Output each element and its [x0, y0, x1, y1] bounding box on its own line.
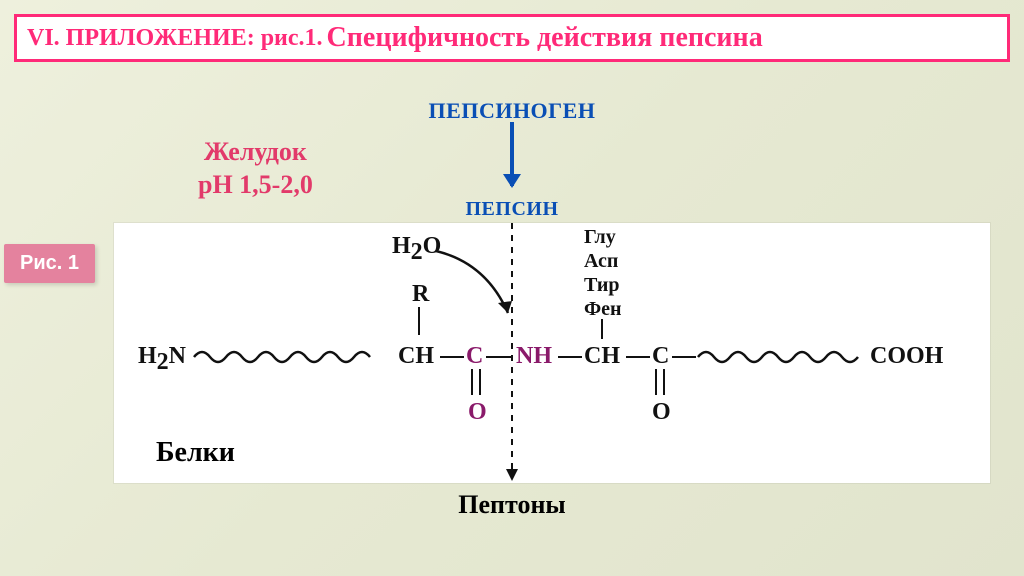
cleavage-arrowhead	[506, 469, 518, 481]
chemistry-panel: H2O R Глу Асп Тир Фен H2N CH C NH CH	[114, 223, 990, 483]
stomach-line2: рН 1,5-2,0	[198, 169, 313, 202]
right-terminus: COOH	[870, 343, 944, 369]
title-bar: VI. ПРИЛОЖЕНИЕ: рис.1. Специфичность дей…	[14, 14, 1010, 62]
ch1: CH	[398, 343, 434, 369]
h2o-arrow	[436, 251, 508, 313]
stomach-conditions: Желудок рН 1,5-2,0	[198, 136, 313, 201]
ch2: CH	[584, 343, 620, 369]
left-wavy	[194, 352, 370, 362]
c-carbonyl: C	[466, 343, 483, 369]
aa-phen: Фен	[584, 298, 622, 320]
h2o-label: H2O	[392, 233, 441, 265]
label-pepsinogen: ПЕПСИНОГЕН	[0, 98, 1024, 124]
aa-tir: Тир	[584, 274, 620, 296]
aa-asp: Асп	[584, 250, 618, 272]
left-terminus: H2N	[138, 343, 187, 375]
label-peptones: Пептоны	[0, 490, 1024, 520]
title-main: Специфичность действия пепсина	[327, 22, 763, 54]
chemistry-svg: H2O R Глу Асп Тир Фен H2N CH C NH CH	[114, 223, 990, 483]
label-proteins: Белки	[150, 435, 241, 471]
figure-badge: Рис. 1	[4, 244, 95, 283]
h2o-arrowhead	[498, 301, 512, 313]
right-wavy	[698, 352, 858, 362]
arrow-down-icon	[510, 122, 514, 186]
c2: C	[652, 343, 669, 369]
r-group: R	[412, 281, 430, 307]
title-prefix: VI. ПРИЛОЖЕНИЕ: рис.1.	[27, 25, 323, 52]
label-pepsin: ПЕПСИН	[0, 198, 1024, 221]
stomach-line1: Желудок	[198, 136, 313, 169]
nh: NH	[516, 343, 552, 369]
aa-glu: Глу	[584, 226, 616, 248]
o1: O	[468, 399, 487, 425]
o2: O	[652, 399, 671, 425]
